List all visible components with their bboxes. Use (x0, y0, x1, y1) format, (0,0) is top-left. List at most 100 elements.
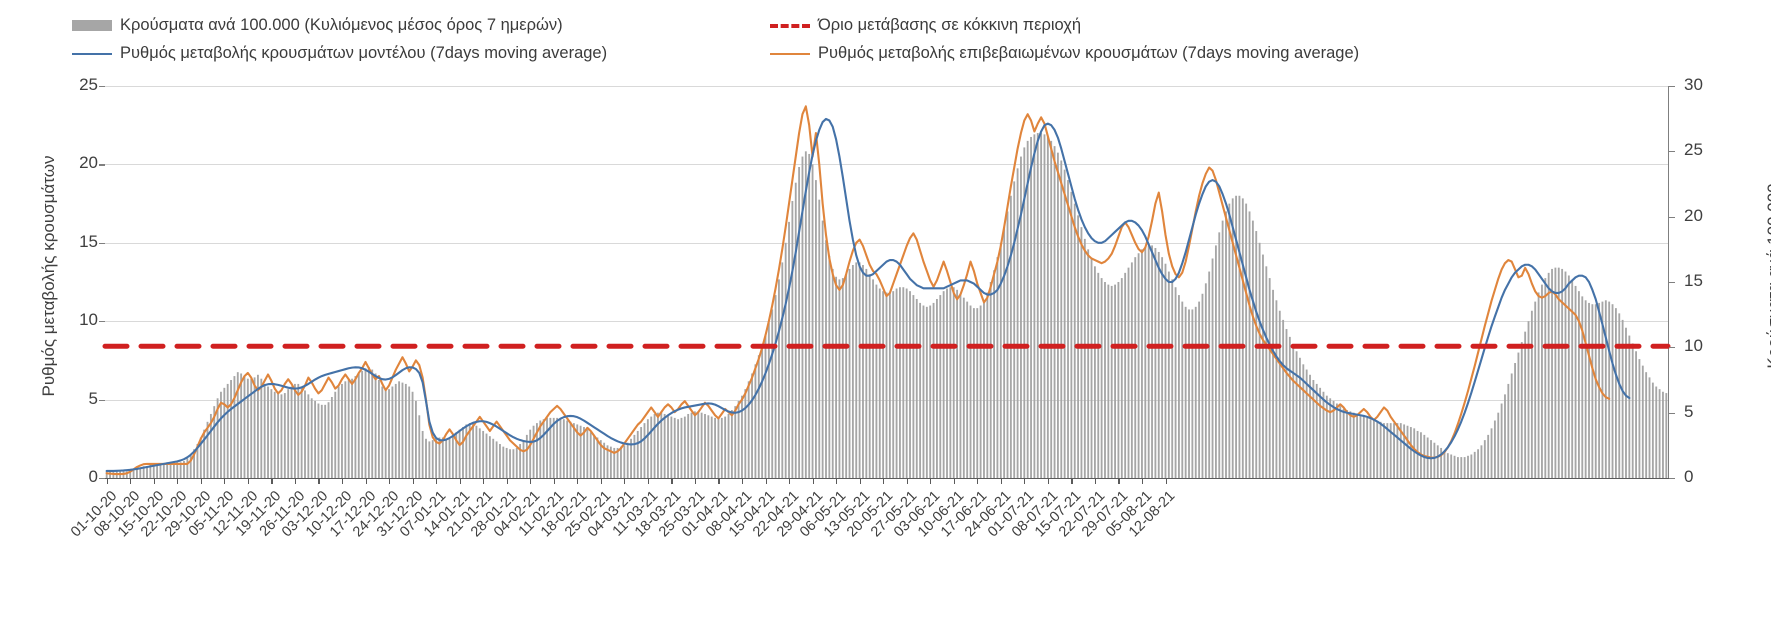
bar (1611, 304, 1614, 478)
bar (1110, 285, 1113, 478)
bar (394, 383, 397, 478)
bar (778, 279, 780, 478)
bar (1544, 278, 1547, 478)
bar (468, 423, 471, 478)
bar (1346, 410, 1348, 478)
bar (438, 437, 441, 478)
bar (176, 462, 179, 478)
bar (398, 381, 401, 478)
gridline (105, 478, 1668, 479)
bar (152, 464, 155, 478)
x-axis-tick (789, 478, 791, 484)
bar (462, 427, 464, 478)
bar (1581, 296, 1584, 478)
bar (1114, 284, 1116, 478)
bar (475, 425, 478, 478)
bar (1120, 278, 1123, 478)
bar (1480, 445, 1483, 478)
bar (1194, 306, 1197, 478)
bar (378, 380, 380, 478)
bar (1369, 419, 1372, 478)
bar (788, 221, 790, 478)
bar (536, 423, 538, 478)
bar (1547, 272, 1550, 478)
bar (1641, 365, 1644, 478)
bar (1312, 380, 1315, 478)
bar (952, 287, 955, 478)
bar (186, 458, 189, 478)
bar (166, 462, 169, 478)
bar (1467, 455, 1469, 478)
x-axis-tick (906, 478, 908, 484)
legend-item-threshold[interactable]: Όριο μετάβασης σε κόκκινη περιοχή (770, 16, 1081, 35)
bar (509, 449, 511, 478)
bar (260, 378, 263, 478)
bar (1258, 242, 1261, 478)
bar (1335, 403, 1338, 478)
bar (855, 262, 858, 478)
bar (1591, 304, 1594, 478)
bar (337, 386, 340, 478)
bar (754, 364, 757, 478)
bar (1584, 300, 1587, 478)
bar (572, 423, 575, 478)
bar (149, 464, 152, 478)
bar (297, 383, 300, 478)
bar (159, 463, 162, 478)
bar (1564, 271, 1567, 478)
bar (1083, 238, 1086, 478)
legend-label-cases-per-100k: Κρούσματα ανά 100.000 (Κυλιόμενος μέσος … (120, 16, 563, 34)
x-axis-tick (1118, 478, 1120, 484)
y-axis-tick-label: 5 (1684, 401, 1694, 421)
bar (596, 437, 599, 478)
bar (1191, 309, 1194, 478)
model-rate-line (105, 117, 1631, 472)
x-axis-tick (718, 478, 720, 484)
bar (451, 434, 454, 478)
bar (640, 427, 643, 478)
bar (290, 386, 293, 478)
bar (1181, 301, 1184, 478)
bar (764, 334, 767, 478)
bar (1319, 387, 1322, 478)
bar (499, 444, 501, 478)
bar (1561, 268, 1564, 478)
bar (418, 415, 421, 478)
bar (700, 412, 703, 478)
bar (771, 309, 774, 478)
y-axis-tick-label: 15 (79, 231, 98, 251)
bar (1662, 391, 1664, 478)
bar (693, 411, 696, 478)
bar (1614, 308, 1617, 478)
bar (267, 386, 269, 478)
bar (774, 295, 777, 478)
bar (1130, 262, 1133, 478)
bar (1147, 245, 1150, 478)
bar (1483, 440, 1486, 478)
bar (515, 447, 518, 478)
legend-item-cases-per-100k[interactable]: Κρούσματα ανά 100.000 (Κυλιόμενος μέσος … (72, 16, 563, 35)
legend-item-confirmed-rate[interactable]: Ρυθμός μεταβολής επιβεβαιωμένων κρουσμάτ… (770, 44, 1359, 63)
bar (838, 279, 841, 478)
legend-label-confirmed-rate: Ρυθμός μεταβολής επιβεβαιωμένων κρουσμάτ… (818, 44, 1360, 62)
x-axis-tick (1142, 478, 1144, 484)
bar (240, 373, 243, 478)
bar (458, 429, 461, 478)
bar (717, 417, 720, 478)
bar (320, 404, 323, 478)
bar (1057, 152, 1059, 478)
bar (1097, 272, 1100, 478)
bar (794, 182, 797, 478)
bar (1436, 445, 1439, 478)
bar (724, 416, 727, 478)
bar (1628, 335, 1631, 478)
bar (814, 180, 817, 478)
bar (1275, 300, 1278, 478)
bar (246, 378, 249, 478)
bar (825, 240, 827, 478)
bar (1262, 254, 1264, 478)
legend-item-model-rate[interactable]: Ρυθμός μεταβολής κρουσμάτων μοντέλου (7d… (72, 44, 607, 63)
x-axis-tick (859, 478, 861, 484)
bar (1154, 248, 1157, 478)
bar (357, 373, 360, 478)
